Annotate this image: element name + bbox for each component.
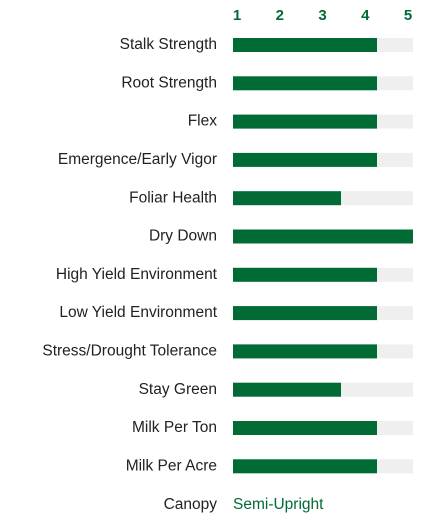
bar — [233, 152, 377, 167]
bar — [233, 38, 377, 52]
x-tick-label: 5 — [404, 7, 412, 24]
bar — [233, 114, 377, 129]
bar — [233, 382, 341, 397]
bar — [233, 267, 377, 282]
canopy-label: Canopy — [164, 496, 218, 513]
bar — [233, 421, 377, 435]
canopy-value: Semi-Upright — [233, 496, 324, 513]
category-label: Stalk Strength — [120, 36, 217, 53]
category-label: Low Yield Environment — [59, 304, 217, 321]
category-label: Milk Per Ton — [132, 419, 217, 436]
bar — [233, 229, 413, 244]
bar — [233, 306, 377, 321]
x-tick-label: 4 — [361, 7, 370, 24]
bar — [233, 459, 377, 474]
bar — [233, 344, 377, 359]
category-label: Emergence/Early Vigor — [58, 151, 217, 168]
x-tick-label: 1 — [233, 7, 241, 24]
category-label: Stress/Drought Tolerance — [42, 342, 217, 359]
bar — [233, 76, 377, 91]
x-tick-label: 3 — [318, 7, 326, 24]
category-label: Foliar Health — [129, 189, 217, 206]
category-label: High Yield Environment — [56, 266, 218, 283]
bar — [233, 191, 341, 206]
category-label: Stay Green — [139, 381, 217, 398]
x-tick-label: 2 — [276, 7, 284, 24]
category-label: Milk Per Acre — [126, 457, 217, 474]
category-label: Flex — [188, 113, 218, 130]
category-label: Dry Down — [149, 228, 217, 245]
category-label: Root Strength — [121, 74, 217, 91]
